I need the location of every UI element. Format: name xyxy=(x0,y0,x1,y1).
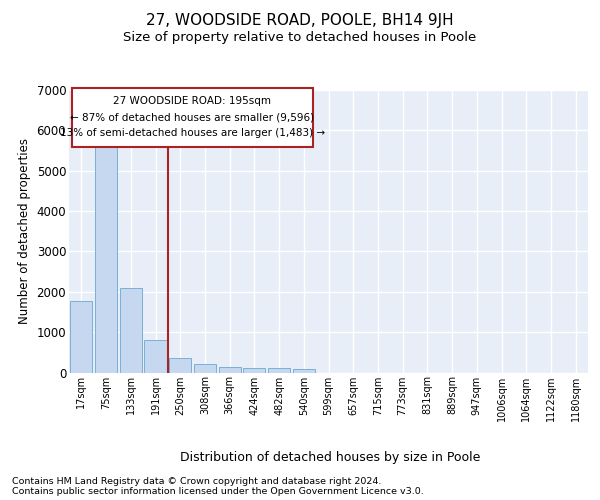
Bar xyxy=(243,368,265,372)
Text: Contains public sector information licensed under the Open Government Licence v3: Contains public sector information licen… xyxy=(12,486,424,496)
Bar xyxy=(169,358,191,372)
Bar xyxy=(218,368,241,372)
Text: Size of property relative to detached houses in Poole: Size of property relative to detached ho… xyxy=(124,31,476,44)
Text: Distribution of detached houses by size in Poole: Distribution of detached houses by size … xyxy=(180,451,480,464)
Text: 27, WOODSIDE ROAD, POOLE, BH14 9JH: 27, WOODSIDE ROAD, POOLE, BH14 9JH xyxy=(146,12,454,28)
Text: Contains HM Land Registry data © Crown copyright and database right 2024.: Contains HM Land Registry data © Crown c… xyxy=(12,476,382,486)
Y-axis label: Number of detached properties: Number of detached properties xyxy=(18,138,31,324)
Bar xyxy=(95,140,117,372)
Text: 27 WOODSIDE ROAD: 195sqm
← 87% of detached houses are smaller (9,596)
13% of sem: 27 WOODSIDE ROAD: 195sqm ← 87% of detach… xyxy=(60,96,325,138)
Bar xyxy=(145,340,167,372)
Bar xyxy=(70,300,92,372)
Bar xyxy=(119,288,142,372)
Bar xyxy=(194,364,216,372)
Bar xyxy=(293,370,315,372)
Bar xyxy=(268,368,290,372)
